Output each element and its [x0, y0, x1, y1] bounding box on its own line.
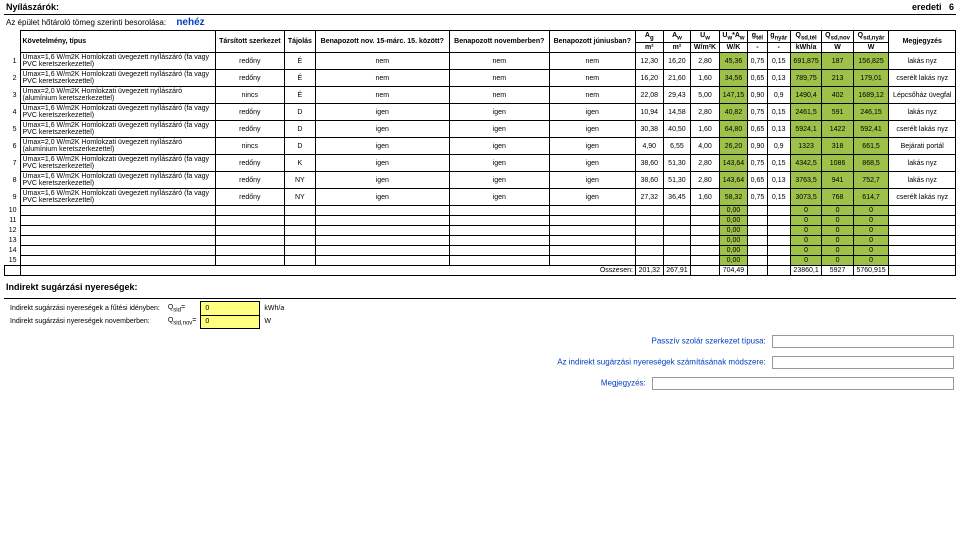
table-row: 8Umax=1,6 W/m2K Homlokzati üvegezett nyí…: [5, 172, 956, 189]
title-left: Nyílászárók:: [6, 2, 59, 12]
title-right: eredeti 6: [912, 2, 954, 12]
table-row-empty: 120,00000: [5, 226, 956, 236]
indirekt-block: Indirekt sugárzási nyereségek a fűtési i…: [0, 299, 960, 331]
qsid-value[interactable]: 0: [201, 302, 260, 315]
pasziv-input[interactable]: [772, 335, 954, 348]
title-bar: Nyílászárók: eredeti 6: [0, 0, 960, 14]
col-Qsdnov: Qsd,nov: [822, 31, 853, 43]
col-benap1: Benapozott nov. 15-márc. 15. között?: [315, 31, 449, 53]
col-tarsitott: Társított szerkezet: [215, 31, 285, 53]
table-row: 2Umax=1,6 W/m2K Homlokzati üvegezett nyí…: [5, 70, 956, 87]
modszer-line: Az indirekt sugárzási nyereségek számítá…: [0, 352, 960, 373]
table-row-empty: 150,00000: [5, 256, 956, 266]
table-row: 6Umax=2,0 W/m2K Homlokzati üvegezett nyí…: [5, 138, 956, 155]
col-tajolas: Tájolás: [285, 31, 316, 53]
col-UwAw: Uw*Aw: [719, 31, 747, 43]
table-row-empty: 110,00000: [5, 216, 956, 226]
col-benap2: Benapozott novemberben?: [449, 31, 549, 53]
table-row: 7Umax=1,6 W/m2K Homlokzati üvegezett nyí…: [5, 155, 956, 172]
megj-input[interactable]: [652, 377, 954, 390]
table-row: 1Umax=1,6 W/m2K Homlokzati üvegezett nyí…: [5, 53, 956, 70]
table-row: 5Umax=1,6 W/m2K Homlokzati üvegezett nyí…: [5, 121, 956, 138]
table-row-empty: 100,00000: [5, 206, 956, 216]
pasziv-line: Passzív szolár szerkezet típusa:: [0, 331, 960, 352]
modszer-input[interactable]: [772, 356, 954, 369]
col-req: Követelmény, típus: [20, 31, 215, 53]
col-gnyar: gnyár: [767, 31, 790, 43]
window-table: Követelmény, típus Társított szerkezet T…: [4, 30, 956, 276]
table-row: 4Umax=1,6 W/m2K Homlokzati üvegezett nyí…: [5, 104, 956, 121]
table-row: 3Umax=2,0 W/m2K Homlokzati üvegezett nyí…: [5, 87, 956, 104]
col-Uw: Uw: [691, 31, 719, 43]
col-Aw: Aw: [663, 31, 691, 43]
col-Ag: Ag: [635, 31, 663, 43]
col-megj: Megjegyzés: [889, 31, 956, 53]
col-benap3: Benapozott júniusban?: [549, 31, 635, 53]
mass-classification: Az épület hőtároló tömeg szerinti besoro…: [0, 15, 960, 30]
table-row-empty: 130,00000: [5, 236, 956, 246]
table-row-empty: 140,00000: [5, 246, 956, 256]
col-Qsdtel: Qsd,tél: [790, 31, 822, 43]
col-Qsdnyar: Qsd,nyár: [853, 31, 889, 43]
table-row: 9Umax=1,6 W/m2K Homlokzati üvegezett nyí…: [5, 189, 956, 206]
megj-line: Megjegyzés:: [0, 373, 960, 394]
sum-row: Összesen: 201,32 267,91 704,49 23860,1 5…: [5, 266, 956, 276]
mass-value: nehéz: [176, 17, 204, 28]
col-gtel: gtél: [748, 31, 768, 43]
indirekt-title: Indirekt sugárzási nyereségek:: [0, 276, 960, 298]
qsidnov-value[interactable]: 0: [201, 315, 260, 328]
